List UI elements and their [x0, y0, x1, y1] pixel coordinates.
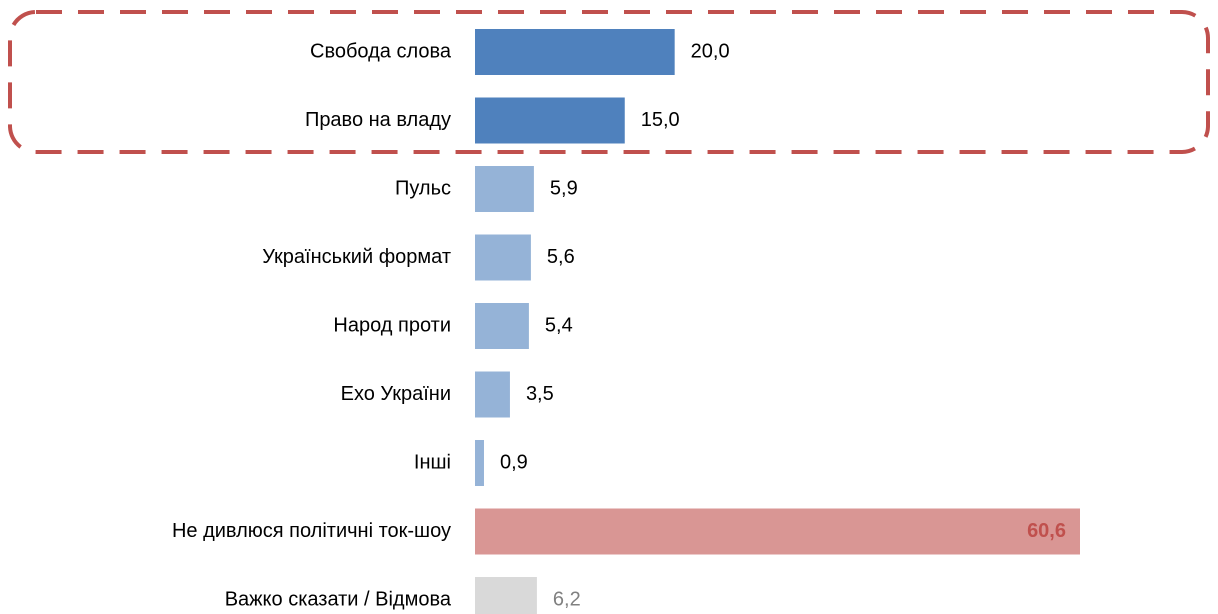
category-label: Не дивлюся політичні ток-шоу [172, 520, 451, 542]
value-label: 15,0 [641, 109, 680, 131]
bar [475, 577, 537, 614]
category-label: Український формат [262, 246, 451, 268]
bar [475, 303, 529, 349]
bar [475, 166, 534, 212]
category-label: Свобода слова [310, 40, 452, 62]
value-label: 5,9 [550, 177, 578, 199]
bar [475, 234, 531, 281]
value-label: 6,2 [553, 588, 581, 610]
bar [475, 29, 675, 75]
bar [475, 508, 1080, 555]
value-label: 5,6 [547, 246, 575, 268]
category-label: Народ проти [333, 314, 451, 336]
highlight-frame [8, 10, 1210, 154]
category-label: Ехо України [341, 383, 451, 405]
value-label: 3,5 [526, 383, 554, 405]
category-label: Право на владу [305, 109, 451, 131]
value-label: 5,4 [545, 314, 573, 336]
category-label: Інші [414, 451, 451, 473]
bar [475, 97, 625, 144]
category-label: Важко сказати / Відмова [225, 588, 452, 610]
value-label: 20,0 [691, 40, 730, 62]
category-label: Пульс [395, 177, 451, 199]
value-label: 60,6 [1027, 520, 1066, 542]
bar [475, 440, 484, 486]
value-label: 0,9 [500, 451, 528, 473]
bar [475, 371, 510, 418]
